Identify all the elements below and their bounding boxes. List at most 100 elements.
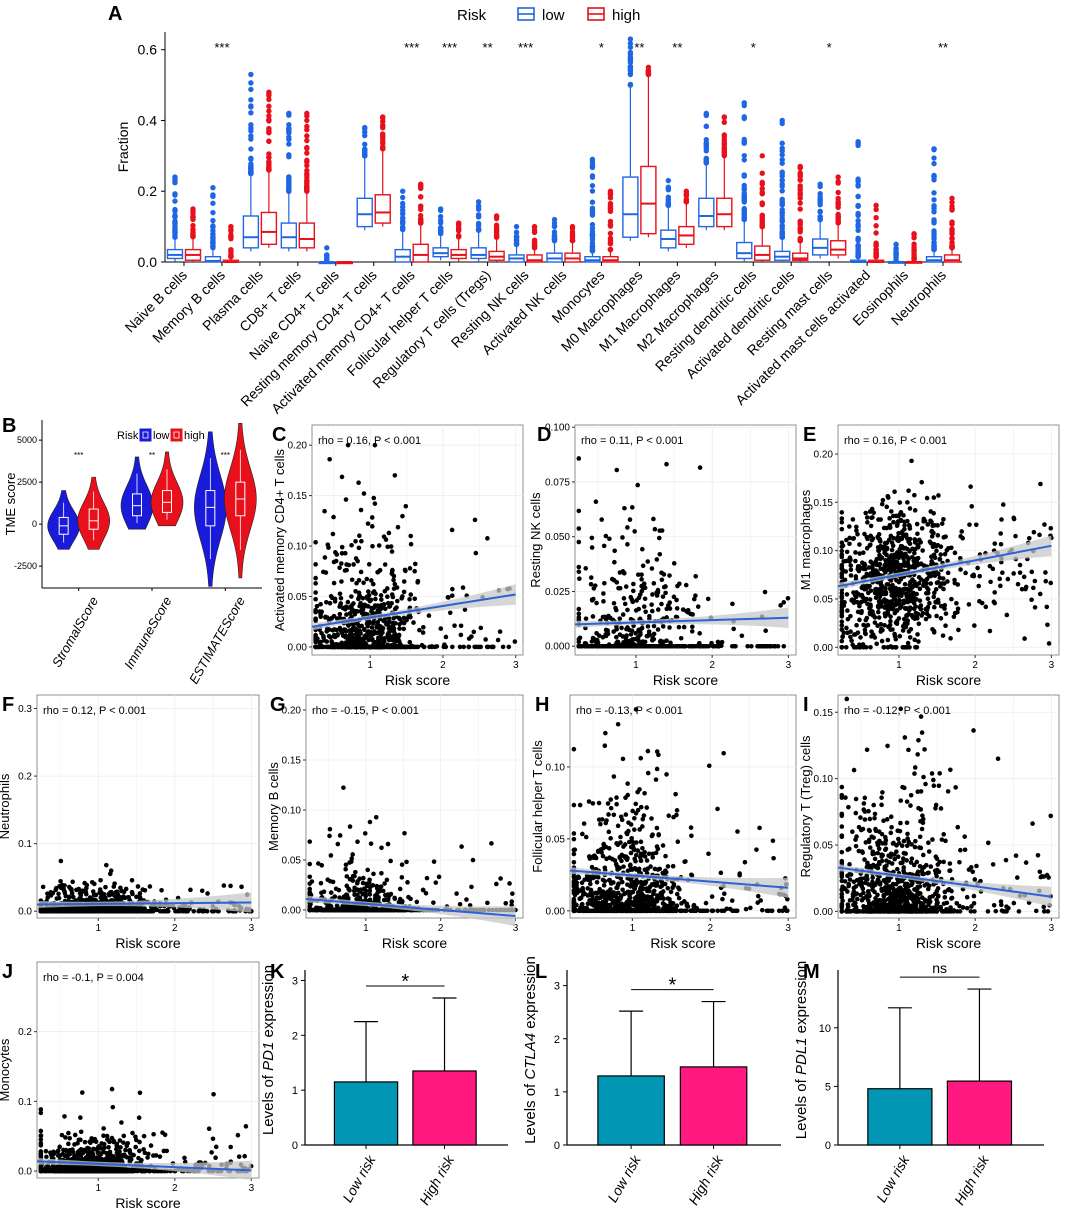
scatter-point (612, 548, 617, 554)
scatter-point (376, 543, 382, 548)
scatter-point (400, 513, 405, 519)
scatter-point (99, 893, 104, 899)
outlier-point (835, 204, 841, 211)
scatter-point (889, 554, 894, 559)
scatter-point (142, 887, 148, 893)
scatter-point (857, 609, 862, 615)
violin (194, 431, 227, 587)
scatter-point (576, 569, 582, 575)
scatter-point (867, 543, 873, 548)
scatter-point (338, 628, 344, 634)
scatter-point (917, 598, 923, 603)
scatter-point (958, 567, 963, 572)
scatter-point (70, 894, 76, 900)
scatter-point (705, 596, 711, 602)
outlier-point (266, 113, 272, 119)
scatter-point (671, 561, 677, 566)
scatter-point (966, 602, 972, 607)
scatter-point (332, 894, 338, 899)
scatter-point (394, 598, 400, 604)
scatter-point (605, 631, 611, 637)
scatter-point (375, 607, 381, 613)
correlation-annotation: rho = 0.16, P < 0.001 (318, 435, 421, 447)
scatter-point (98, 877, 103, 883)
scatter-point (497, 629, 503, 634)
scatter-point (324, 600, 329, 605)
scatter-point (634, 598, 639, 603)
outlier-point (607, 237, 614, 243)
x-tick-label: StromalScore (49, 594, 101, 670)
y-tick-label: 0 (32, 519, 37, 529)
scatter-point (576, 564, 582, 570)
scatter-point (659, 577, 665, 583)
scatter-point (429, 644, 435, 649)
outlier-point (589, 221, 596, 228)
scatter-point (839, 590, 845, 596)
scatter-point (593, 499, 599, 505)
scatter-point (839, 552, 845, 558)
scatter-point (868, 644, 873, 650)
outlier-point (797, 237, 803, 243)
scatter-point (342, 568, 348, 573)
scatter-point (576, 456, 582, 461)
scatter-point (909, 458, 914, 464)
scatter-point (992, 600, 998, 606)
scatter-point (992, 590, 997, 595)
scatter-point (614, 607, 619, 613)
scatter-point (365, 629, 371, 634)
outlier-point (304, 170, 310, 177)
scatter-point (335, 841, 341, 847)
scatter-point (620, 643, 626, 649)
scatter-point (657, 639, 663, 645)
outlier-point (493, 214, 500, 220)
outlier-point (266, 159, 272, 165)
scatter-point (867, 597, 873, 602)
scatter-point (631, 581, 636, 587)
scatter-point (933, 599, 938, 605)
y-tick-label: 0.10 (814, 546, 834, 557)
scatter-point (121, 889, 127, 895)
scatter-point (954, 600, 959, 606)
outlier-point (627, 59, 634, 65)
scatter-point (880, 497, 886, 503)
scatter-point (343, 633, 348, 639)
outlier-point (248, 128, 254, 134)
scatter-point (313, 590, 318, 595)
scatter-point (853, 558, 858, 564)
scatter-point (884, 504, 890, 510)
scatter-point (345, 599, 351, 605)
box (736, 241, 753, 260)
scatter-point (854, 622, 859, 628)
scatter-point (372, 501, 378, 506)
x-tick-label: 3 (1049, 660, 1055, 671)
scatter-point (888, 533, 894, 539)
scatter-point (91, 897, 97, 903)
x-tick-label: 3 (249, 923, 255, 934)
scatter-point (882, 597, 887, 602)
scatter-point (108, 868, 114, 874)
scatter-point (942, 551, 948, 557)
box (242, 215, 260, 249)
scatter-point (862, 562, 868, 568)
outlier-point (779, 120, 785, 127)
scatter-point (373, 596, 378, 602)
scatter-point (888, 618, 893, 624)
scatter-point (923, 606, 929, 612)
outlier-point (286, 183, 292, 189)
outlier-point (589, 164, 596, 170)
scatter-point (403, 503, 409, 509)
scatter-point (934, 548, 939, 554)
outlier-point (437, 207, 444, 214)
scatter-point (594, 643, 600, 649)
scatter-point (646, 629, 652, 634)
x-tick-label: 3 (513, 660, 519, 671)
scatter-point (1021, 574, 1027, 580)
outlier-point (172, 220, 178, 227)
scatter-point (382, 562, 388, 567)
outlier-point (759, 186, 765, 192)
scatter-point (370, 883, 376, 888)
scatter-point (867, 509, 873, 514)
outlier-point (210, 223, 216, 229)
scatter-point (851, 535, 857, 541)
outlier-point (304, 123, 310, 130)
